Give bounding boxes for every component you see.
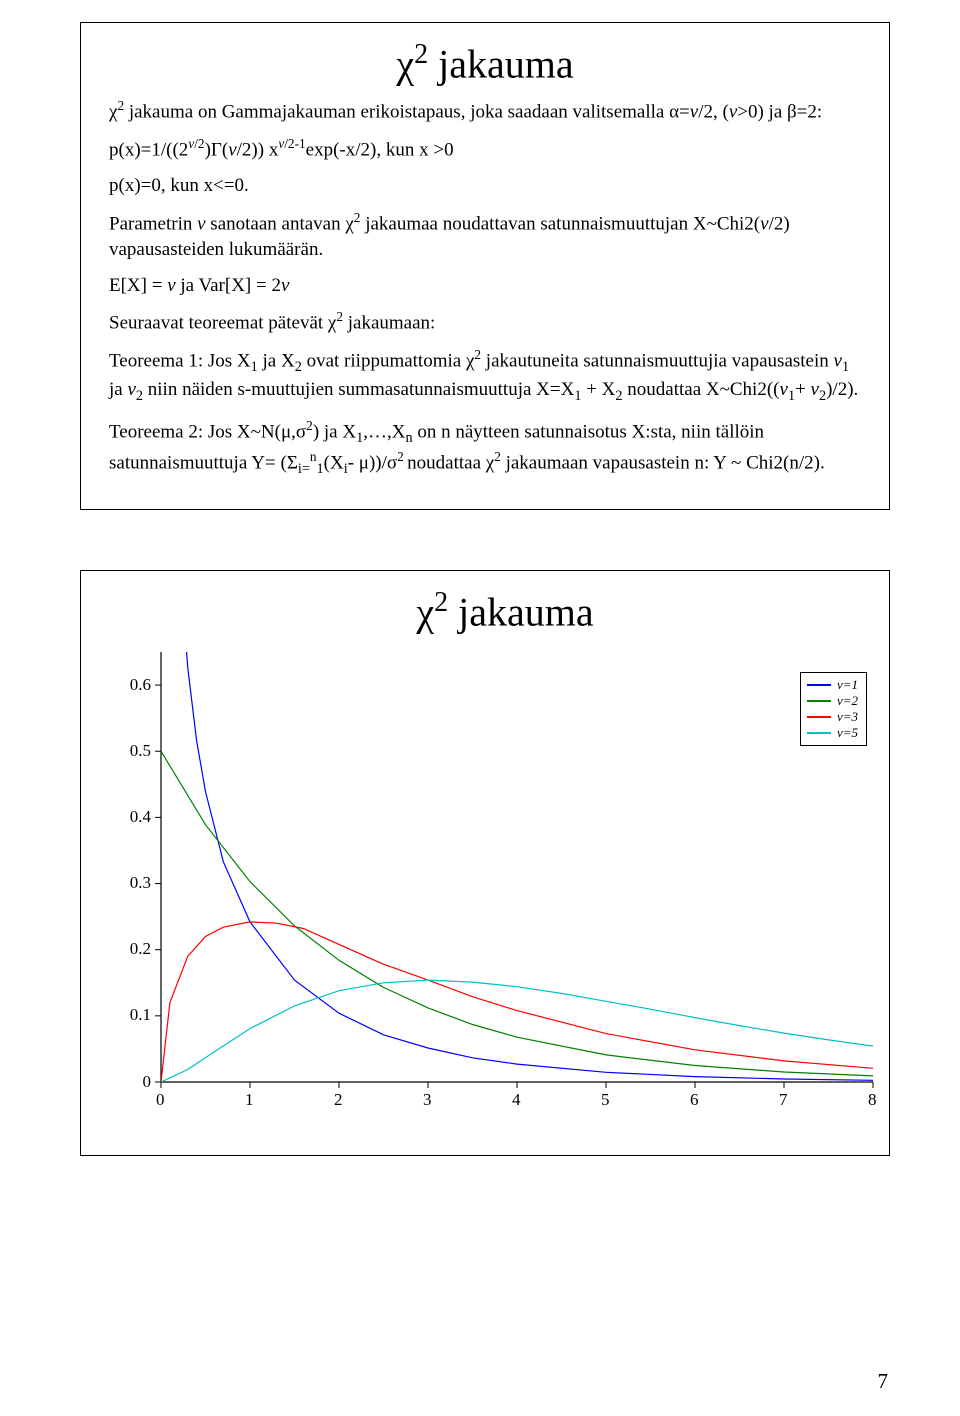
- x-tick-label: 2: [334, 1090, 343, 1110]
- legend-swatch: [807, 700, 831, 702]
- legend-swatch: [807, 732, 831, 734]
- para-pdf: p(x)=1/((2v/2)Γ(v/2)) xv/2-1exp(-x/2), k…: [109, 135, 861, 163]
- para-theorem1: Teoreema 1: Jos X1 ja X2 ovat riippumatt…: [109, 346, 861, 406]
- y-tick-label: 0.5: [130, 741, 151, 761]
- legend-item: v=5: [807, 725, 858, 741]
- para-theorems-intro: Seuraavat teoreemat pätevät χ2 jakaumaan…: [109, 308, 861, 336]
- box1-title: χ2 jakauma: [109, 39, 861, 87]
- x-tick-label: 7: [779, 1090, 788, 1110]
- chi2-chart: v=1v=2v=3v=5 0 1 2 3 4 5 6 7 8 0 0.1 0.2 0.3 0.4 0.5 0…: [81, 642, 881, 1122]
- y-tick-label: 0.1: [130, 1005, 151, 1025]
- legend-label: v=3: [837, 709, 858, 725]
- y-tick-label: 0.6: [130, 675, 151, 695]
- x-tick-label: 3: [423, 1090, 432, 1110]
- x-tick-label: 1: [245, 1090, 254, 1110]
- legend-swatch: [807, 684, 831, 686]
- x-tick-label: 8: [868, 1090, 877, 1110]
- para-theorem2: Teoreema 2: Jos X~N(μ,σ2) ja X1,…,Xn on …: [109, 417, 861, 480]
- x-tick-label: 4: [512, 1090, 521, 1110]
- para-pdf-zero: p(x)=0, kun x<=0.: [109, 173, 861, 199]
- box2-title: χ2 jakauma: [141, 587, 869, 635]
- chart-box: χ2 jakauma v=1v=2v=3v=5 0 1 2 3 4 5 6 7 8 0 0.1 0.…: [80, 570, 890, 1156]
- legend-item: v=2: [807, 693, 858, 709]
- y-tick-label: 0.3: [130, 873, 151, 893]
- x-tick-label: 0: [156, 1090, 165, 1110]
- legend-swatch: [807, 716, 831, 718]
- box1-body: χ2 jakauma on Gammajakauman erikoistapau…: [109, 97, 861, 479]
- para-intro: χ2 jakauma on Gammajakauman erikoistapau…: [109, 97, 861, 125]
- chart-svg: [81, 642, 881, 1122]
- y-tick-label: 0.2: [130, 939, 151, 959]
- legend-label: v=5: [837, 725, 858, 741]
- legend-label: v=2: [837, 693, 858, 709]
- x-tick-label: 5: [601, 1090, 610, 1110]
- page-number: 7: [878, 1369, 889, 1394]
- legend-label: v=1: [837, 677, 858, 693]
- y-tick-label: 0.4: [130, 807, 151, 827]
- para-param: Parametrin v sanotaan antavan χ2 jakauma…: [109, 209, 861, 263]
- y-tick-label: 0: [143, 1072, 152, 1092]
- legend-item: v=3: [807, 709, 858, 725]
- chart-legend: v=1v=2v=3v=5: [800, 672, 867, 746]
- legend-item: v=1: [807, 677, 858, 693]
- x-tick-label: 6: [690, 1090, 699, 1110]
- definition-box: χ2 jakauma χ2 jakauma on Gammajakauman e…: [80, 22, 890, 510]
- para-mean-var: E[X] = v ja Var[X] = 2v: [109, 273, 861, 299]
